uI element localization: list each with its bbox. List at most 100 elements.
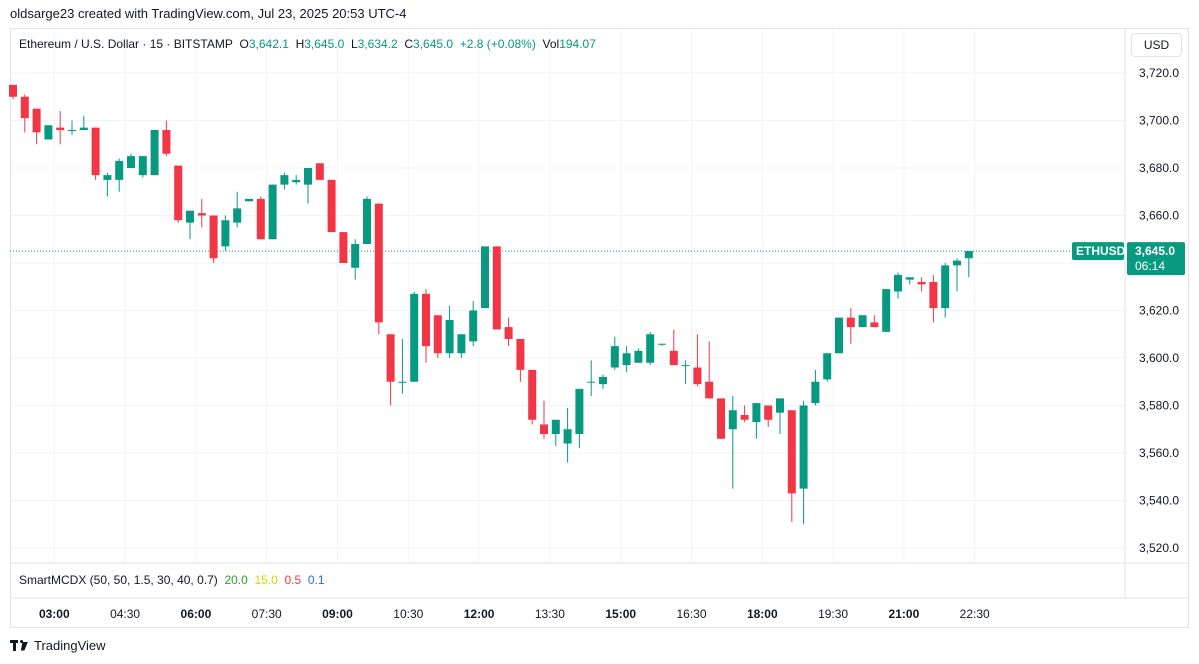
legend-open-value: 3,642.1 bbox=[248, 37, 289, 51]
candle-body bbox=[363, 198, 371, 244]
candle-body bbox=[422, 293, 430, 347]
time-tick-label: 15:00 bbox=[605, 607, 636, 621]
candle bbox=[929, 274, 938, 323]
time-tick-label: 04:30 bbox=[110, 607, 140, 621]
legend-symbol[interactable]: Ethereum / U.S. Dollar · 15 · BITSTAMP bbox=[19, 37, 233, 51]
indicator-value-3: 0.5 bbox=[284, 573, 302, 587]
candle bbox=[646, 331, 655, 366]
candle bbox=[610, 336, 619, 370]
candle bbox=[964, 251, 973, 278]
candle-body bbox=[764, 405, 773, 420]
candle bbox=[469, 301, 478, 347]
candle bbox=[941, 263, 950, 318]
candle-body bbox=[280, 175, 289, 185]
candle bbox=[233, 191, 242, 228]
tradingview-branding[interactable]: TradingView bbox=[10, 638, 106, 653]
candle-body bbox=[575, 388, 584, 434]
candle bbox=[492, 246, 501, 330]
candle-body bbox=[150, 130, 159, 176]
candle bbox=[445, 305, 454, 358]
legend-change: +2.8 (+0.08%) bbox=[459, 37, 536, 51]
price-tick-label: 3,660.0 bbox=[1139, 209, 1179, 223]
candles bbox=[9, 84, 973, 525]
candle bbox=[563, 407, 572, 463]
candle-body bbox=[858, 315, 867, 328]
candle-body bbox=[233, 208, 242, 223]
candle-body bbox=[823, 353, 832, 380]
candle-body bbox=[953, 260, 961, 266]
candle-body bbox=[894, 274, 902, 292]
candle bbox=[658, 343, 666, 347]
candle-body bbox=[174, 165, 183, 221]
candle bbox=[186, 210, 194, 240]
candle bbox=[599, 374, 607, 389]
time-axis: 03:00 04:30 06:00 07:30 09:00 10:30 12:00 13:30… bbox=[39, 607, 990, 621]
price-tick-label: 3,620.0 bbox=[1139, 304, 1179, 318]
candle-body bbox=[374, 203, 383, 323]
candle-body bbox=[563, 429, 572, 444]
candle-body bbox=[398, 381, 407, 383]
candle-body bbox=[79, 127, 88, 130]
price-tick-label: 3,600.0 bbox=[1139, 351, 1179, 365]
time-tick-label: 03:00 bbox=[39, 607, 70, 621]
candle-body bbox=[528, 369, 537, 420]
candle bbox=[811, 369, 820, 406]
candle bbox=[717, 398, 725, 439]
candle bbox=[551, 419, 560, 446]
candle-body bbox=[846, 317, 855, 328]
price-tag-bg bbox=[1127, 242, 1185, 276]
candle-body bbox=[103, 175, 112, 180]
candle bbox=[398, 339, 407, 394]
candle bbox=[752, 403, 761, 439]
candle-body bbox=[44, 125, 53, 140]
candle bbox=[56, 111, 65, 145]
candle-body bbox=[315, 163, 324, 180]
candle bbox=[882, 289, 891, 332]
time-tick-label: 22:30 bbox=[960, 607, 990, 621]
currency-button[interactable]: USD bbox=[1131, 33, 1182, 57]
candle bbox=[386, 334, 395, 406]
candle bbox=[9, 84, 17, 100]
candle bbox=[256, 196, 265, 240]
candle bbox=[209, 215, 218, 263]
price-tag-symbol-bg bbox=[1072, 242, 1124, 261]
candle bbox=[280, 172, 289, 190]
candle bbox=[363, 196, 371, 244]
candle-body bbox=[221, 220, 230, 247]
indicator-value-1: 20.0 bbox=[224, 573, 248, 587]
grid-lines bbox=[10, 28, 1125, 563]
ohlc-legend: Ethereum / U.S. Dollar · 15 · BITSTAMP O… bbox=[19, 37, 596, 51]
price-tick-label: 3,560.0 bbox=[1139, 446, 1179, 460]
price-tick-label: 3,540.0 bbox=[1139, 494, 1179, 508]
candle bbox=[858, 315, 867, 328]
time-tick-label: 21:00 bbox=[889, 607, 920, 621]
candle-body bbox=[445, 320, 454, 354]
legend-open-label: O bbox=[239, 37, 249, 51]
candle-body bbox=[811, 381, 820, 404]
candle bbox=[327, 179, 336, 233]
candle bbox=[115, 158, 124, 192]
candle bbox=[245, 198, 253, 202]
candle bbox=[894, 272, 902, 299]
legend-close-value: 3,645.0 bbox=[413, 37, 454, 51]
indicator-legend[interactable]: SmartMCDX (50, 50, 1.5, 30, 40, 0.7) 20.… bbox=[19, 573, 325, 587]
legend-high-value: 3,645.0 bbox=[304, 37, 345, 51]
candle bbox=[315, 163, 324, 180]
candle bbox=[422, 289, 430, 363]
candle-body bbox=[728, 410, 737, 430]
candle bbox=[693, 334, 702, 387]
candle-body bbox=[209, 215, 218, 259]
price-tag-symbol: ETHUSD bbox=[1076, 244, 1126, 258]
candle-body bbox=[9, 84, 17, 97]
candle-body bbox=[964, 251, 973, 259]
chart-caption: oldsarge23 created with TradingView.com,… bbox=[10, 6, 407, 21]
candle-body bbox=[787, 410, 796, 494]
candle bbox=[221, 215, 230, 252]
candle bbox=[634, 348, 643, 363]
candle-body bbox=[504, 327, 513, 339]
candle-body bbox=[693, 367, 702, 385]
price-tick-label: 3,580.0 bbox=[1139, 399, 1179, 413]
candle bbox=[304, 168, 312, 204]
candle bbox=[197, 198, 206, 228]
